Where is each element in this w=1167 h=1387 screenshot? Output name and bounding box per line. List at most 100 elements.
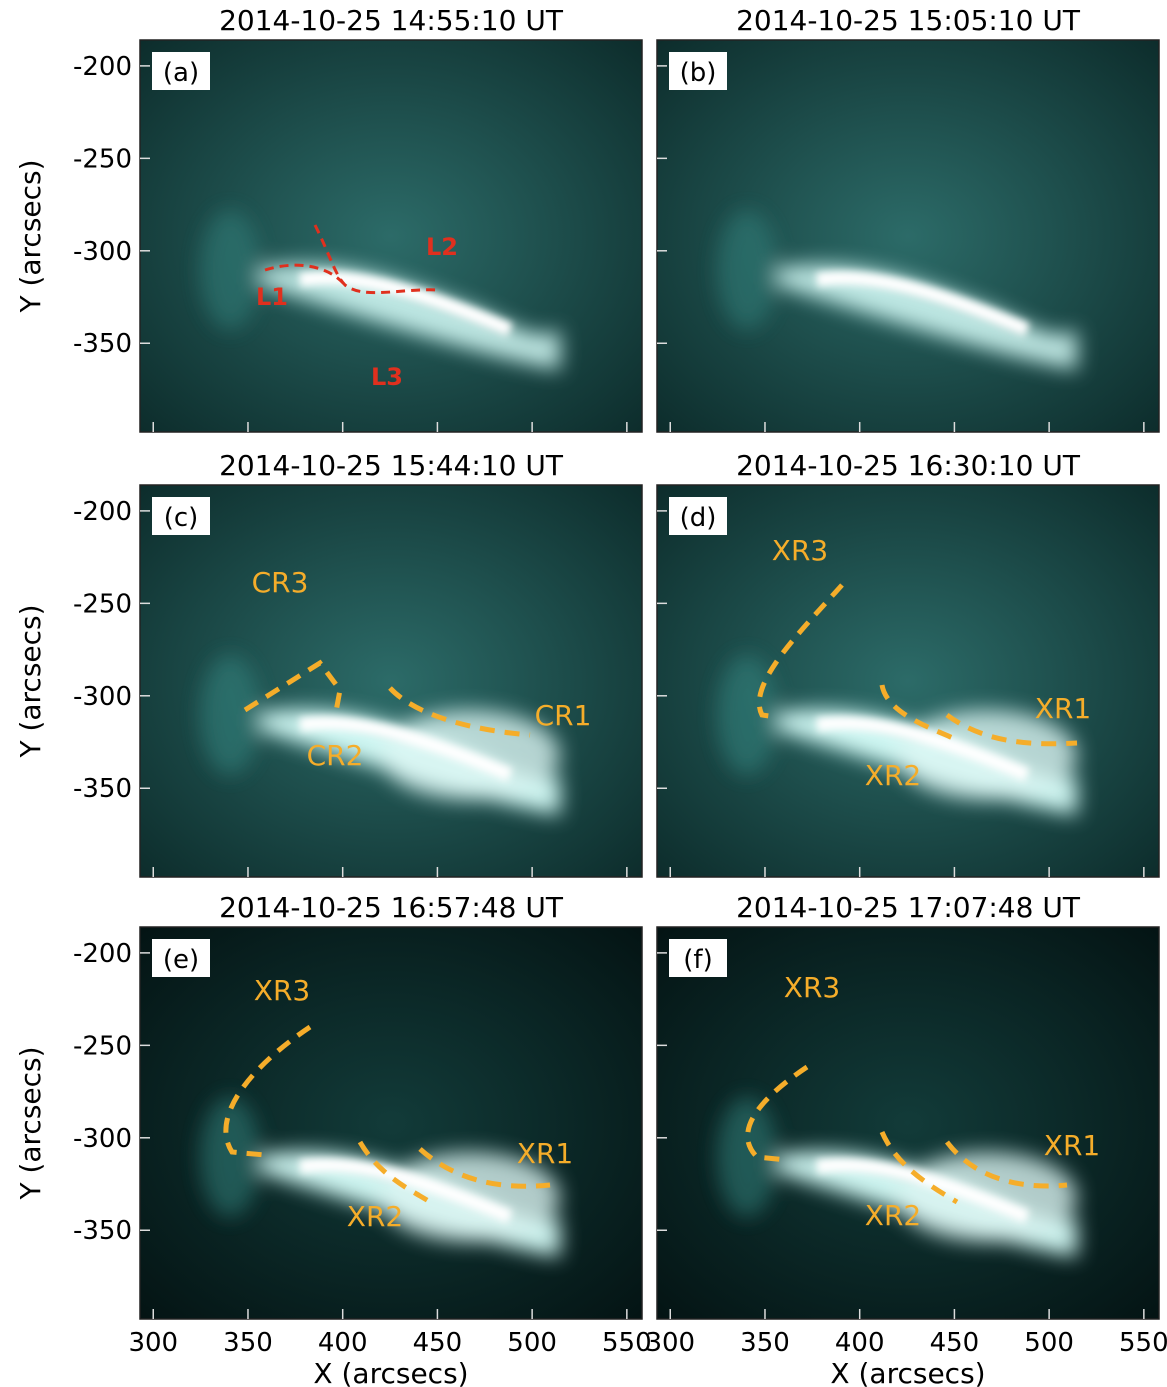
ribbon-outline bbox=[745, 1064, 809, 1163]
x-tick-label: 500 bbox=[1024, 1328, 1074, 1358]
panel-title: 2014-10-25 14:55:10 UT bbox=[219, 4, 564, 37]
y-tick-label: -350 bbox=[73, 1216, 132, 1246]
panel-label: (d) bbox=[680, 503, 717, 533]
panel-label-box bbox=[152, 497, 210, 535]
flare-glow bbox=[717, 210, 1077, 370]
x-tick-label: 550 bbox=[602, 1328, 652, 1358]
panel: 300 350 400 450 500 550 2014-10-25 17:07:48 UT… bbox=[645, 891, 1167, 1387]
panel-frame bbox=[139, 39, 643, 433]
panel-title: 2014-10-25 15:05:10 UT bbox=[736, 4, 1081, 37]
plage bbox=[717, 210, 777, 330]
annotation: CR3 bbox=[252, 566, 309, 599]
y-tick-label: -350 bbox=[73, 329, 132, 359]
panel-label: (c) bbox=[164, 503, 199, 533]
y-tick-label: -200 bbox=[73, 497, 132, 527]
x-tick-label: 400 bbox=[318, 1328, 368, 1358]
panel: -200 -250 -300 -350 2014-10-25 14:55:10 UT (a… bbox=[14, 4, 643, 433]
flare-loops bbox=[298, 716, 513, 782]
panel-label-box bbox=[152, 52, 210, 90]
panel: 2014-10-25 16:30:10 UT (d) XR3 XR1 XR2 bbox=[656, 449, 1160, 878]
annotation: XR2 bbox=[865, 1199, 921, 1232]
annotation: L3 bbox=[371, 363, 403, 391]
panel: -200 -250 -300 -350 2014-10-25 15:44:10 UT (c… bbox=[14, 449, 643, 878]
plage bbox=[200, 1097, 260, 1217]
x-axis-label: X (arcsecs) bbox=[830, 1357, 985, 1387]
panel-label: (f) bbox=[683, 945, 712, 975]
panel-frame bbox=[656, 926, 1160, 1320]
panel: -200 -250 -300 -350 300 350 400 450 500 550 2014-1… bbox=[14, 891, 652, 1387]
panel-title: 2014-10-25 15:44:10 UT bbox=[219, 449, 564, 482]
y-tick-label: -200 bbox=[73, 52, 132, 82]
panel-label: (e) bbox=[163, 945, 199, 975]
panel-label-box bbox=[669, 52, 727, 90]
y-tick-label: -300 bbox=[73, 237, 132, 267]
ribbon-outline bbox=[756, 583, 844, 720]
annotation: XR3 bbox=[784, 971, 840, 1004]
y-tick-label: -250 bbox=[73, 1031, 132, 1061]
loop bbox=[815, 271, 1030, 337]
y-tick-label: -250 bbox=[73, 589, 132, 619]
x-axis-label: X (arcsecs) bbox=[313, 1357, 468, 1387]
annotation: XR1 bbox=[517, 1137, 573, 1170]
flare-loops bbox=[815, 716, 1030, 782]
annotation: XR1 bbox=[1035, 692, 1091, 725]
annotation: XR3 bbox=[254, 974, 310, 1007]
flare-loops bbox=[298, 1158, 513, 1224]
flare-ribbon bbox=[777, 264, 1077, 370]
x-tick-label: 350 bbox=[223, 1328, 273, 1358]
ribbon-outline bbox=[223, 1024, 312, 1158]
panel-label-box bbox=[152, 939, 210, 977]
annotation: L1 bbox=[256, 283, 288, 311]
y-axis-label: Y (arcsecs) bbox=[14, 604, 47, 758]
panel-title: 2014-10-25 17:07:48 UT bbox=[736, 891, 1081, 924]
annotation: CR2 bbox=[307, 739, 364, 772]
ribbon-outline bbox=[879, 684, 959, 743]
panel-frame bbox=[656, 484, 1160, 878]
plage bbox=[200, 655, 260, 775]
y-tick-label: -200 bbox=[73, 939, 132, 969]
y-tick-label: -250 bbox=[73, 144, 132, 174]
panel-label-box bbox=[669, 497, 727, 535]
ribbon-outline bbox=[313, 224, 441, 295]
loop bbox=[298, 716, 513, 782]
ribbon-outline bbox=[243, 659, 343, 718]
y-tick-label: -300 bbox=[73, 682, 132, 712]
y-axis-label: Y (arcsecs) bbox=[14, 1046, 47, 1200]
x-tick-label: 450 bbox=[930, 1328, 980, 1358]
panel-title: 2014-10-25 16:30:10 UT bbox=[736, 449, 1081, 482]
ribbon-outline bbox=[357, 1140, 432, 1205]
annotation: XR3 bbox=[772, 534, 828, 567]
ribbon-outline bbox=[264, 263, 347, 287]
panel: 2014-10-25 15:05:10 UT (b) bbox=[656, 4, 1160, 433]
panel-label-box bbox=[669, 939, 727, 977]
annotation: L2 bbox=[426, 233, 458, 261]
panel-frame bbox=[139, 926, 643, 1320]
flare-loops bbox=[815, 271, 1030, 337]
flare-ribbon bbox=[260, 264, 560, 370]
ribbon-outline bbox=[388, 686, 531, 738]
x-tick-label: 500 bbox=[507, 1328, 557, 1358]
panel-frame bbox=[139, 484, 643, 878]
loop bbox=[815, 716, 1030, 782]
annotation: XR1 bbox=[1044, 1129, 1100, 1162]
ribbon-outline bbox=[879, 1130, 959, 1205]
x-tick-label: 300 bbox=[128, 1328, 178, 1358]
panel-label: (b) bbox=[680, 58, 717, 88]
annotation: XR2 bbox=[865, 759, 921, 792]
annotation: XR2 bbox=[347, 1200, 403, 1233]
y-tick-label: -300 bbox=[73, 1124, 132, 1154]
plage bbox=[717, 1097, 777, 1217]
panel-frame bbox=[656, 39, 1160, 433]
x-tick-label: 300 bbox=[645, 1328, 695, 1358]
y-tick-label: -350 bbox=[73, 774, 132, 804]
x-tick-label: 450 bbox=[413, 1328, 463, 1358]
plage bbox=[200, 210, 260, 330]
panel-title: 2014-10-25 16:57:48 UT bbox=[219, 891, 564, 924]
flare-glow bbox=[200, 210, 560, 370]
x-tick-label: 400 bbox=[835, 1328, 885, 1358]
x-tick-label: 350 bbox=[740, 1328, 790, 1358]
panel-label: (a) bbox=[163, 58, 199, 88]
annotation: CR1 bbox=[535, 699, 592, 732]
